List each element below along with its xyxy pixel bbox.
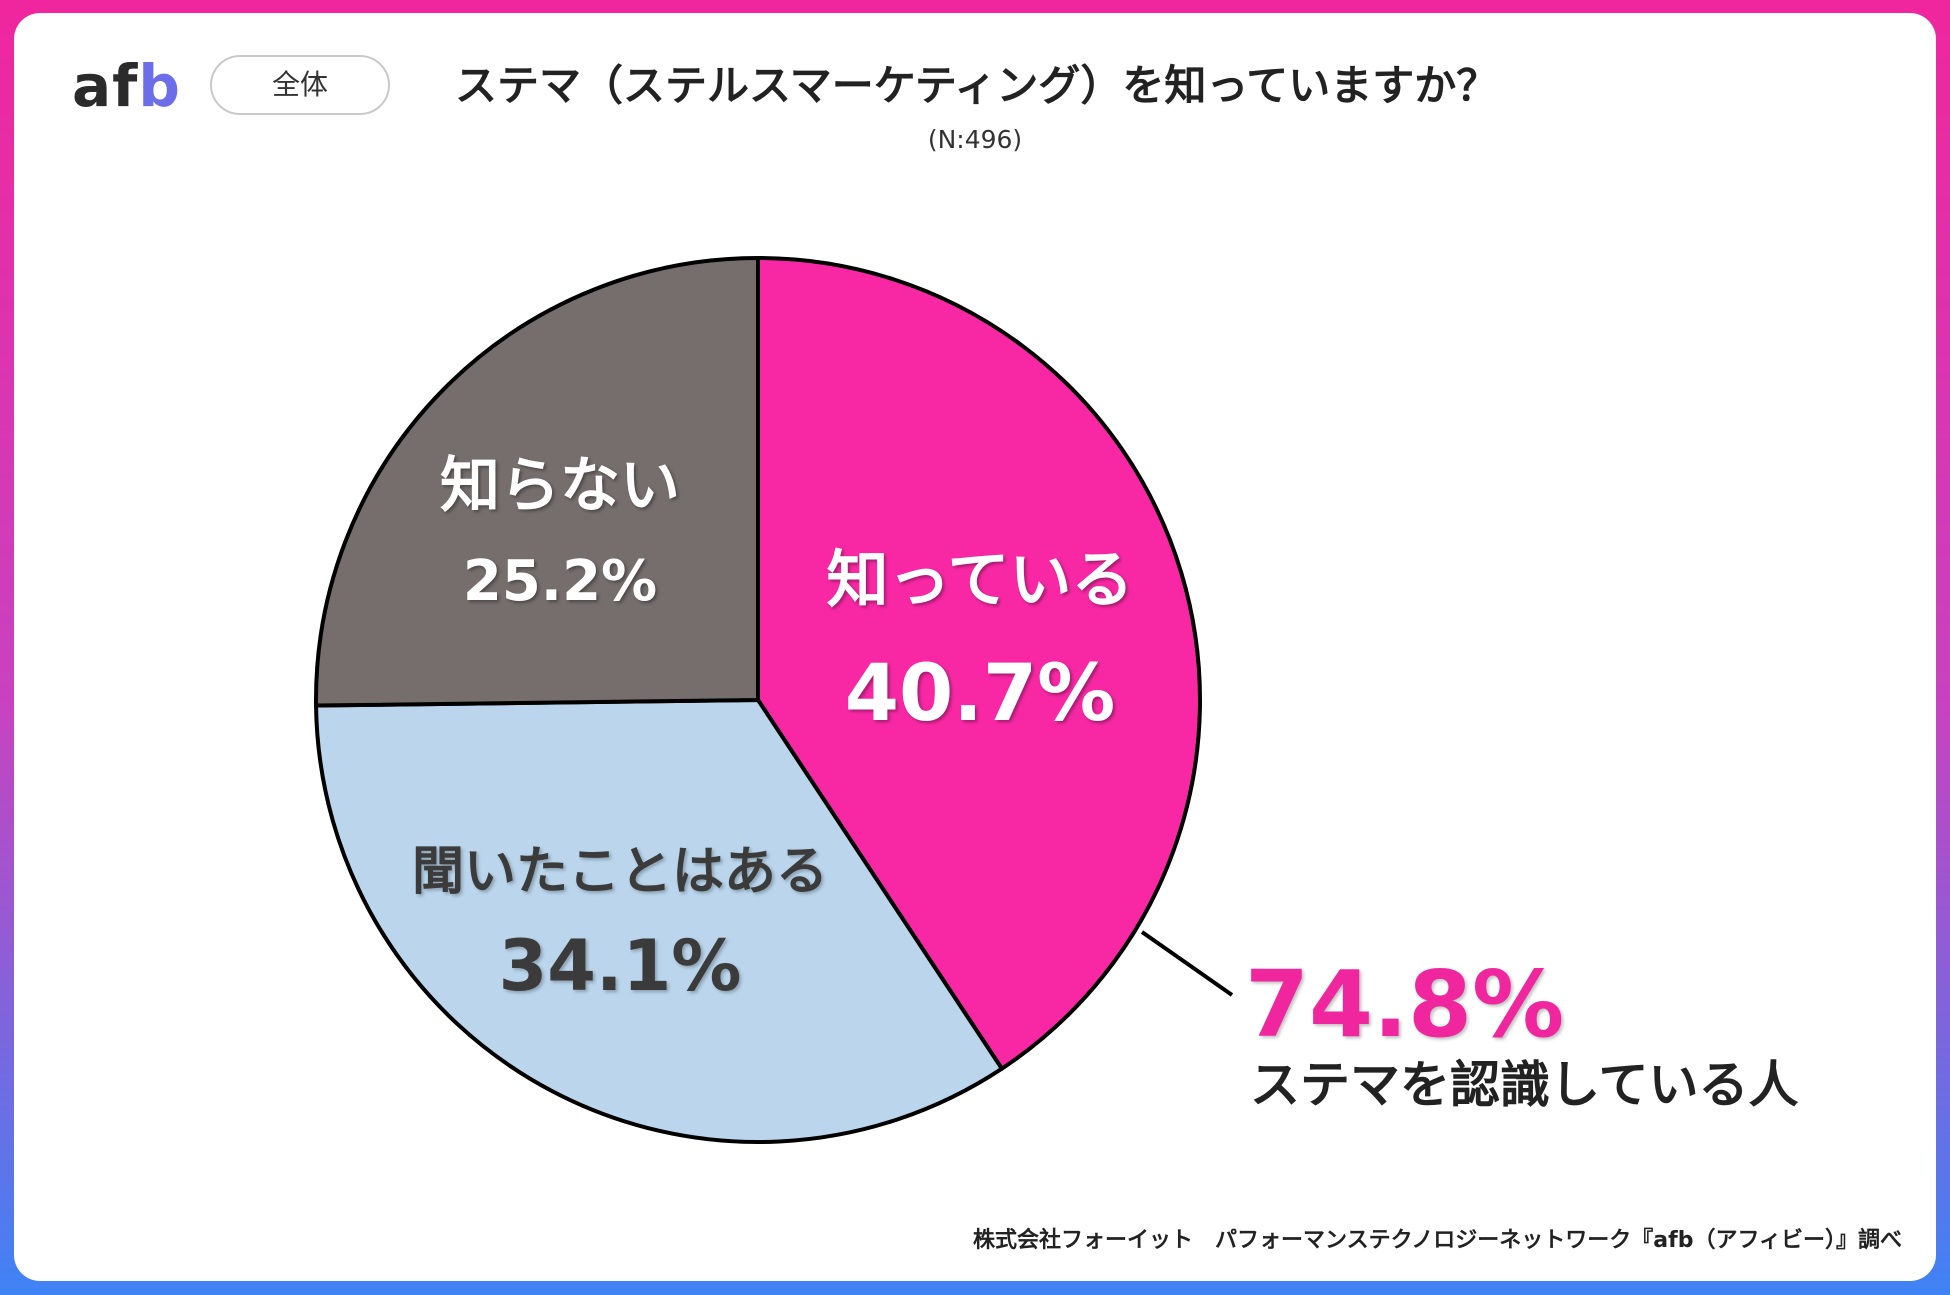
pie-slice-unknown [314, 256, 760, 708]
slice-value-heard: 34.1% [498, 925, 742, 1007]
slice-name-known: 知っている [826, 543, 1134, 616]
afb-logo: afb [72, 52, 181, 120]
source-credit: 株式会社フォーイット パフォーマンステクノロジーネットワーク『afb（アフィビー… [973, 1228, 1902, 1253]
slice-label-unknown: 知らない 25.2% [370, 448, 750, 620]
slice-value-unknown: 25.2% [462, 549, 658, 614]
slice-value-known: 40.7% [844, 649, 1116, 739]
slice-label-known: 知っている 40.7% [760, 540, 1200, 742]
sample-size: (N:496) [927, 125, 1023, 154]
slice-label-heard: 聞いたことはある 34.1% [370, 838, 870, 1014]
slice-name-heard: 聞いたことはある [411, 842, 828, 902]
segment-pill: 全体 [210, 55, 390, 115]
pie-slice-heard [314, 698, 1004, 1144]
callout-leader-line [1140, 930, 1234, 997]
callout-value: 74.8% [1245, 951, 1565, 1058]
callout-text: ステマを認識している人 [1250, 1056, 1799, 1114]
chart-title: ステマ（ステルスマーケティング）を知っていますか？ [455, 61, 1499, 110]
slice-name-unknown: 知らない [440, 451, 680, 521]
